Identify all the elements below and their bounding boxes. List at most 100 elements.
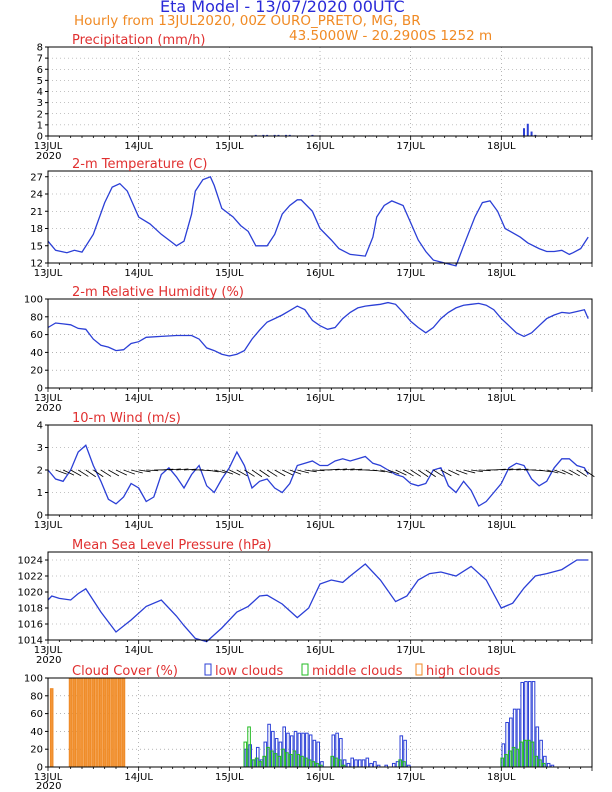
wind-arrow — [131, 469, 143, 474]
y-tick-label: 0 — [37, 511, 43, 522]
x-day-label: 15JUL — [215, 393, 244, 404]
series-line — [47, 559, 589, 643]
x-day-label: 17JUL — [396, 772, 425, 783]
legend-swatch — [415, 663, 423, 676]
precip-bar — [273, 134, 276, 136]
x-year-label: 2020 — [36, 403, 61, 414]
y-tick-label: 80 — [30, 691, 43, 702]
x-day-label: 16JUL — [306, 645, 335, 656]
wind-arrow — [350, 468, 363, 471]
y-tick-label: 0 — [37, 384, 43, 395]
panel-title: 10-m Wind (m/s) — [72, 411, 181, 426]
y-tick-label: 2 — [37, 466, 43, 477]
x-day-label: 17JUL — [396, 645, 425, 656]
x-day-label: 17JUL — [396, 141, 425, 152]
x-day-label: 15JUL — [215, 645, 244, 656]
wind-arrow — [183, 468, 196, 471]
x-day-label: 13JUL — [34, 141, 63, 152]
wind-arrow — [546, 469, 559, 474]
x-day-label: 14JUL — [124, 645, 153, 656]
wind-arrow — [508, 468, 521, 471]
chart-main-title: Eta Model - 13/07/2020 00UTC — [160, 0, 405, 16]
y-tick-label: 80 — [30, 312, 43, 323]
legend-label: middle clouds — [312, 664, 403, 679]
y-tick-label: 21 — [30, 207, 43, 218]
wind-arrow — [176, 468, 189, 471]
wind-arrow — [493, 468, 506, 471]
y-tick-label: 1018 — [18, 604, 43, 615]
y-tick-label: 24 — [30, 190, 43, 201]
cloud-bar-low-clouds — [373, 761, 377, 768]
x-day-label: 17JUL — [396, 520, 425, 531]
x-day-label: 13JUL — [34, 520, 63, 531]
wind-arrow — [289, 469, 302, 475]
cloud-bar-high-clouds — [83, 677, 88, 768]
wind-arrow — [70, 469, 82, 477]
cloud-bar-high-clouds — [110, 677, 114, 768]
legend-swatch — [204, 663, 212, 676]
wind-arrow — [251, 469, 263, 478]
x-day-label: 14JUL — [124, 268, 153, 279]
y-tick-label: 7 — [37, 54, 43, 65]
wind-arrow — [259, 469, 270, 478]
panel-title: 2-m Temperature (C) — [72, 157, 207, 172]
y-tick-label: 1020 — [18, 588, 43, 599]
x-day-label: 16JUL — [306, 268, 335, 279]
cloud-bar-high-clouds — [114, 677, 118, 768]
wind-arrow — [236, 469, 248, 477]
wind-arrow — [327, 468, 340, 471]
wind-arrow — [229, 469, 241, 476]
y-tick-label: 1016 — [18, 620, 43, 631]
cloud-bar-high-clouds — [102, 677, 107, 768]
y-tick-label: 1024 — [18, 556, 43, 567]
cloud-bar-high-clouds — [68, 677, 73, 768]
x-day-label: 14JUL — [124, 141, 153, 152]
y-tick-label: 40 — [30, 727, 43, 738]
y-tick-label: 27 — [30, 172, 43, 183]
wind-arrow — [297, 469, 310, 474]
wind-arrow — [55, 469, 67, 475]
wind-arrow — [78, 469, 89, 477]
wind-arrow — [576, 469, 588, 477]
x-day-label: 16JUL — [306, 772, 335, 783]
cloud-bar-high-clouds — [49, 688, 54, 768]
wind-arrow — [501, 468, 514, 471]
cloud-bar-high-clouds — [106, 677, 111, 768]
wind-arrow — [93, 469, 104, 478]
wind-arrow — [410, 469, 421, 477]
x-day-label: 15JUL — [215, 268, 244, 279]
precip-bar — [534, 134, 537, 136]
panel-title: Mean Sea Level Pressure (hPa) — [72, 538, 272, 553]
wind-arrow — [584, 469, 595, 478]
wind-arrow — [455, 469, 468, 475]
precip-bar — [266, 134, 269, 136]
cloud-bar-low-clouds — [369, 762, 373, 768]
y-tick-label: 1 — [37, 120, 43, 131]
cloud-bar-low-clouds — [546, 762, 551, 768]
cloud-bar-high-clouds — [99, 677, 103, 768]
wind-arrow — [161, 468, 174, 471]
y-tick-label: 18 — [30, 224, 43, 235]
cloud-bar-low-clouds — [391, 762, 396, 768]
x-day-label: 14JUL — [124, 393, 153, 404]
wind-arrow — [448, 469, 460, 476]
header: Eta Model - 13/07/2020 00UTC Hourly from… — [0, 0, 612, 45]
y-tick-label: 15 — [30, 241, 43, 252]
plot-frame — [47, 170, 593, 264]
wind-arrow — [425, 469, 436, 478]
chart-subtitle: Hourly from 13JUL2020, 00Z OURO_PRETO, M… — [74, 13, 421, 29]
y-tick-label: 60 — [30, 709, 43, 720]
panel-title: Cloud Cover (%) — [72, 664, 178, 679]
cloud-bar-high-clouds — [76, 677, 80, 768]
y-tick-label: 1 — [37, 488, 43, 499]
x-day-label: 14JUL — [124, 520, 153, 531]
cloud-bar-high-clouds — [91, 677, 96, 768]
y-tick-label: 40 — [30, 348, 43, 359]
x-day-label: 16JUL — [306, 141, 335, 152]
wind-arrow — [123, 469, 135, 475]
cloud-bar-low-clouds — [365, 757, 370, 768]
cloud-bar-high-clouds — [117, 677, 122, 768]
wind-arrow — [244, 469, 255, 477]
series-line — [47, 175, 589, 267]
wind-arrow — [335, 468, 348, 471]
